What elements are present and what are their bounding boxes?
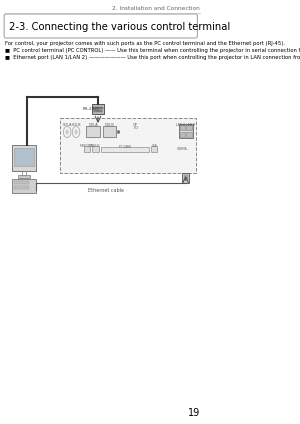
Text: PC CARD: PC CARD	[119, 145, 131, 149]
Bar	[60, 118, 196, 173]
Text: 2. Installation and Connection: 2. Installation and Connection	[112, 6, 200, 11]
FancyBboxPatch shape	[152, 146, 157, 152]
Text: RS-232C: RS-232C	[83, 107, 101, 111]
Text: DVI-A: DVI-A	[88, 123, 98, 127]
FancyBboxPatch shape	[182, 173, 189, 183]
Circle shape	[100, 107, 101, 109]
FancyBboxPatch shape	[92, 104, 104, 114]
FancyBboxPatch shape	[186, 125, 192, 130]
Circle shape	[95, 107, 96, 109]
Text: 2-3. Connecting the various control terminal: 2-3. Connecting the various control term…	[9, 22, 230, 32]
FancyBboxPatch shape	[12, 145, 36, 171]
FancyBboxPatch shape	[14, 148, 34, 166]
Text: 19: 19	[188, 408, 200, 418]
Text: SDI-A: SDI-A	[62, 123, 72, 127]
Text: LAN-A LAN-B: LAN-A LAN-B	[176, 123, 195, 127]
Circle shape	[101, 110, 102, 112]
Text: REMOTE IN: REMOTE IN	[80, 144, 94, 148]
Text: ■  Ethernet port (LAN 1/LAN 2) ——————— Use this port when controlling the projec: ■ Ethernet port (LAN 1/LAN 2) ——————— Us…	[5, 55, 300, 60]
Circle shape	[96, 110, 97, 112]
Text: RS-232C: RS-232C	[90, 144, 101, 148]
FancyBboxPatch shape	[84, 146, 90, 152]
Circle shape	[74, 129, 78, 134]
Text: For control, your projector comes with such ports as the PC control terminal and: For control, your projector comes with s…	[5, 41, 286, 46]
FancyBboxPatch shape	[18, 175, 30, 178]
Text: GP: GP	[133, 123, 138, 127]
Circle shape	[93, 107, 94, 109]
Circle shape	[94, 110, 95, 112]
Circle shape	[102, 107, 103, 109]
FancyBboxPatch shape	[179, 132, 185, 137]
FancyBboxPatch shape	[103, 126, 116, 137]
FancyBboxPatch shape	[101, 147, 149, 152]
Text: ■  PC control terminal (PC CONTROL) —— Use this terminal when controlling the pr: ■ PC control terminal (PC CONTROL) —— Us…	[5, 48, 300, 53]
Text: USB: USB	[152, 144, 157, 148]
Text: CINEMA...: CINEMA...	[177, 147, 190, 151]
FancyBboxPatch shape	[179, 124, 193, 138]
FancyBboxPatch shape	[14, 186, 29, 189]
FancyBboxPatch shape	[4, 14, 197, 38]
FancyBboxPatch shape	[179, 125, 185, 130]
FancyBboxPatch shape	[92, 146, 99, 152]
FancyBboxPatch shape	[14, 181, 29, 184]
Text: I/O: I/O	[133, 126, 138, 130]
FancyBboxPatch shape	[186, 132, 192, 137]
Text: SDI-B: SDI-B	[71, 123, 81, 127]
Circle shape	[118, 131, 119, 133]
Circle shape	[99, 110, 100, 112]
FancyBboxPatch shape	[86, 126, 100, 137]
Text: DVI-B: DVI-B	[105, 123, 114, 127]
Text: Ethernet cable: Ethernet cable	[88, 188, 124, 193]
FancyBboxPatch shape	[12, 179, 36, 193]
FancyBboxPatch shape	[184, 175, 188, 180]
Circle shape	[65, 129, 69, 134]
